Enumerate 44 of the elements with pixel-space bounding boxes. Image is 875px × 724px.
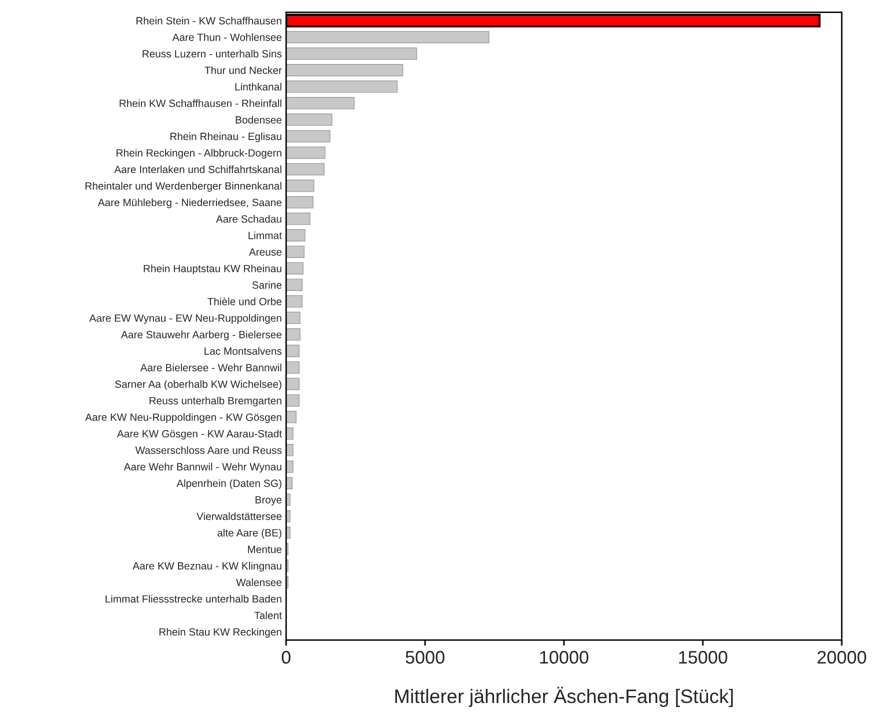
y-tick-label: Thur und Necker xyxy=(204,66,282,74)
y-tick-label: Aare Stauwehr Aarberg - Bielersee xyxy=(121,330,282,340)
y-tick-label: Limmat xyxy=(248,232,282,240)
y-tick-label: Mentue xyxy=(248,546,282,554)
y-tick-label: Lac Montsalvens xyxy=(204,347,282,355)
y-tick-label: Rheintaler und Werdenberger Binnenkanal xyxy=(86,182,282,192)
y-tick-label: Limmat Fliessstrecke unterhalb Baden xyxy=(106,594,282,603)
y-tick-label: alte Aare (BE) xyxy=(218,528,282,539)
y-tick-label: Alpenrhein (Daten SG) xyxy=(176,479,282,490)
y-tick-label: Walensee xyxy=(236,578,282,586)
y-tick-label: Aare Interlaken und Schiffahrtskanal xyxy=(114,165,282,174)
y-tick-label: Vierwaldstättersee xyxy=(196,512,282,520)
y-tick-label: Aare Thun - Wohlensee xyxy=(172,33,282,41)
x-tick-label: 10000 xyxy=(540,650,588,664)
y-tick-label: Wasserschloss Aare und Reuss xyxy=(135,446,282,454)
y-tick-label: Rhein Rheinau - Eglisau xyxy=(170,132,282,142)
x-axis-title: Mittlerer jährlicher Äschen-Fang [Stück] xyxy=(395,686,733,708)
y-tick-label: Aare Schadau xyxy=(216,215,282,223)
y-tick-label: Linthkanal xyxy=(235,82,282,91)
y-tick-label: Broye xyxy=(256,496,282,506)
y-tick-label: Aare Wehr Bannwil - Wehr Wynau xyxy=(124,462,282,473)
y-tick-label: Sarine xyxy=(252,281,282,289)
y-tick-label: Rhein Stein - KW Schaffhausen xyxy=(136,16,282,24)
y-tick-label: Talent xyxy=(254,611,282,620)
y-tick-label: Rhein Hauptstau KW Rheinau xyxy=(144,264,282,274)
y-tick-label: Sarner Aa (oberhalb KW Wichelsee) xyxy=(115,380,282,390)
y-tick-label: Rhein KW Schaffhausen - Rheinfall xyxy=(120,99,282,108)
y-tick-label: Aare EW Wynau - EW Neu-Ruppoldingen xyxy=(89,314,282,324)
y-tick-label: Reuss Luzern - unterhalb Sins xyxy=(142,50,282,58)
y-tick-label: Thièle und Orbe xyxy=(208,297,282,306)
y-tick-label: Aare KW Beznau - KW Klingnau xyxy=(132,562,282,572)
y-tick-label: Aare Mühleberg - Niederriedsee, Saane xyxy=(98,198,282,208)
y-tick-label: Bodensee xyxy=(236,116,282,124)
y-tick-label: Areuse xyxy=(248,248,282,256)
y-tick-label: Aare KW Gösgen - KW Aarau-Stadt xyxy=(116,430,282,440)
y-tick-label: Reuss unterhalb Bremgarten xyxy=(150,396,282,406)
y-tick-label: Aare Bielersee - Wehr Bannwil xyxy=(140,364,282,372)
x-tick-label: 15000 xyxy=(679,650,728,664)
y-tick-label: Rhein Reckingen - Albbruck-Dogern xyxy=(116,148,282,159)
x-tick-label: 20000 xyxy=(818,650,866,664)
x-tick-label: 5000 xyxy=(406,650,444,664)
y-tick-label: Aare KW Neu-Ruppoldingen - KW Gösgen xyxy=(85,413,282,423)
y-tick-label: Rhein Stau KW Reckingen xyxy=(159,628,282,638)
x-tick-label: 0 xyxy=(282,650,290,664)
